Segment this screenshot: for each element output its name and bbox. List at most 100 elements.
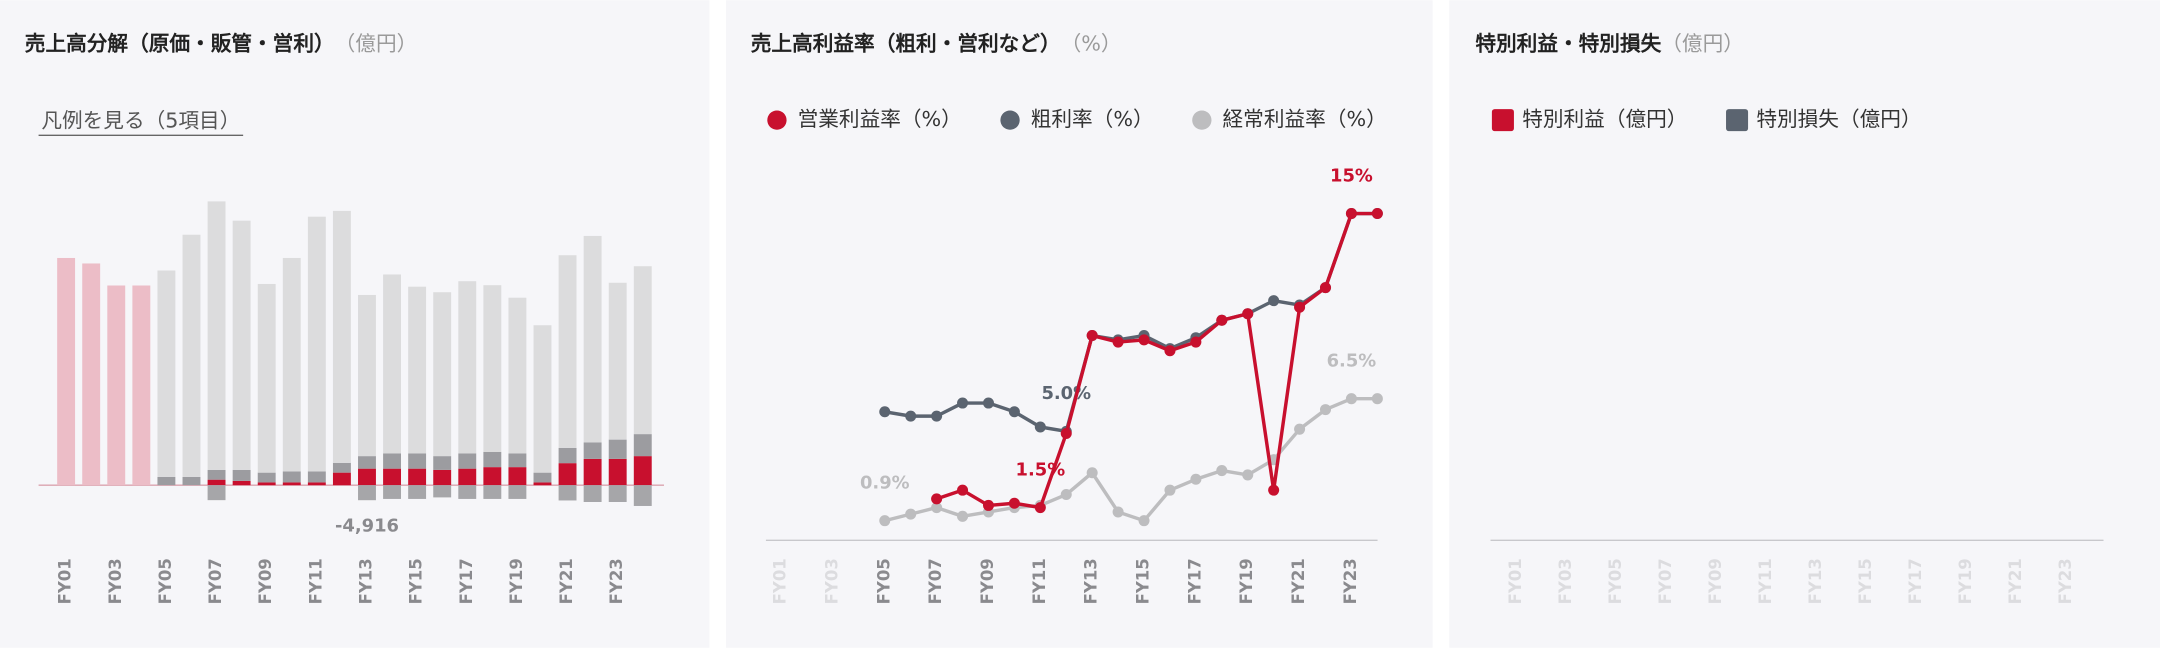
bar-segment <box>483 451 502 468</box>
x-tick-label: FY23 <box>1341 558 1360 604</box>
point <box>931 410 943 422</box>
legend: 営業利益率（%） 粗利率（%） 経常利益率（%） <box>767 107 1387 131</box>
bar-segment <box>433 456 452 470</box>
point <box>1190 473 1202 485</box>
bar-segment <box>383 468 402 486</box>
point <box>1268 484 1280 496</box>
bar-segment <box>307 216 326 472</box>
bar-segment <box>608 282 627 440</box>
bar-segment <box>383 453 402 469</box>
bar-segment <box>558 485 577 501</box>
bar-segment <box>358 468 376 486</box>
x-tick-label: FY11 <box>1030 558 1049 604</box>
point <box>1086 330 1098 342</box>
x-tick-label: FY07 <box>206 558 225 604</box>
point <box>1086 467 1098 479</box>
bar-segment <box>558 463 577 486</box>
bar-segment <box>508 467 527 486</box>
point <box>1216 314 1228 326</box>
point <box>957 510 969 522</box>
bar-segment <box>232 469 251 481</box>
bar-segment <box>408 453 427 469</box>
x-tick-label: FY13 <box>1082 558 1101 604</box>
x-tick-label: FY23 <box>607 558 626 604</box>
bar-segment <box>458 485 477 499</box>
bar-segment <box>207 479 226 486</box>
bar-segment <box>533 325 552 473</box>
point <box>905 508 917 520</box>
bar-segment <box>282 257 301 472</box>
x-tick-label: FY03 <box>822 558 841 604</box>
x-tick-label: FY09 <box>978 558 997 604</box>
bar-segment <box>633 485 652 506</box>
point <box>1034 421 1046 433</box>
bar-segment <box>408 286 427 454</box>
point <box>1190 336 1202 348</box>
bar-segment <box>257 472 276 483</box>
point <box>1164 484 1176 496</box>
legend-toggle[interactable]: 凡例を見る（5項目） <box>41 109 240 133</box>
bar-segment <box>558 447 577 464</box>
legend-marker <box>1000 110 1020 130</box>
bar-segment <box>483 485 502 499</box>
bar-segment <box>633 266 652 435</box>
point <box>1112 336 1124 348</box>
point <box>1112 506 1124 518</box>
point <box>1268 295 1280 307</box>
point <box>1008 406 1020 418</box>
bar-segment <box>257 482 276 486</box>
bar-segment <box>257 283 276 473</box>
bar-segment <box>358 294 376 457</box>
point <box>957 397 969 409</box>
bar-segment <box>608 439 627 459</box>
point <box>1060 489 1072 501</box>
x-tick-label: FY01 <box>1506 558 1525 604</box>
chart-unit: （億円） <box>335 31 418 55</box>
point <box>1138 515 1150 527</box>
bar-segment <box>107 285 126 486</box>
bar-segment <box>583 442 602 459</box>
bar-segment <box>608 458 627 486</box>
point <box>1164 345 1176 357</box>
data-label: -4,916 <box>335 515 399 536</box>
point <box>1345 208 1357 220</box>
bar-segment <box>583 458 602 486</box>
bar-segment <box>458 281 477 454</box>
bar-segment <box>307 482 326 486</box>
x-tick-label: FY13 <box>356 558 375 604</box>
x-tick-label: FY21 <box>2006 558 2025 604</box>
bar-segment <box>583 485 602 502</box>
bar-segment <box>207 469 226 480</box>
point <box>1034 502 1046 514</box>
legend: 特別利益（億円） 特別損失（億円） <box>1491 107 1922 132</box>
bar-segment <box>433 485 452 498</box>
x-tick-label: FY03 <box>1556 558 1575 604</box>
bar-segment <box>458 453 477 469</box>
bar-segment <box>207 485 226 501</box>
bar-segment <box>458 468 477 486</box>
chart-unit: （億円） <box>1661 31 1744 55</box>
bar-segment <box>408 468 427 486</box>
point <box>1242 469 1254 481</box>
chart-unit: （%） <box>1061 31 1122 55</box>
point <box>1371 208 1383 220</box>
x-tick-label: FY15 <box>407 558 426 604</box>
x-tick-label: FY01 <box>771 558 790 604</box>
point <box>879 406 891 418</box>
x-tick-label: FY21 <box>557 558 576 604</box>
legend-label: 特別利益（億円） <box>1522 107 1687 131</box>
panel <box>0 0 710 648</box>
point <box>931 493 943 505</box>
legend-marker <box>1491 109 1514 132</box>
point <box>879 515 891 527</box>
bar-segment <box>633 434 652 457</box>
bar-segment <box>182 234 201 477</box>
chart-title: 特別利益・特別損失 <box>1475 31 1661 55</box>
legend-label: 特別損失（億円） <box>1756 107 1921 131</box>
bar-segment <box>383 485 402 499</box>
x-tick-label: FY11 <box>1756 558 1775 604</box>
legend-label: 粗利率（%） <box>1031 107 1154 131</box>
bar-segment <box>483 285 502 452</box>
bar-segment <box>433 469 452 486</box>
